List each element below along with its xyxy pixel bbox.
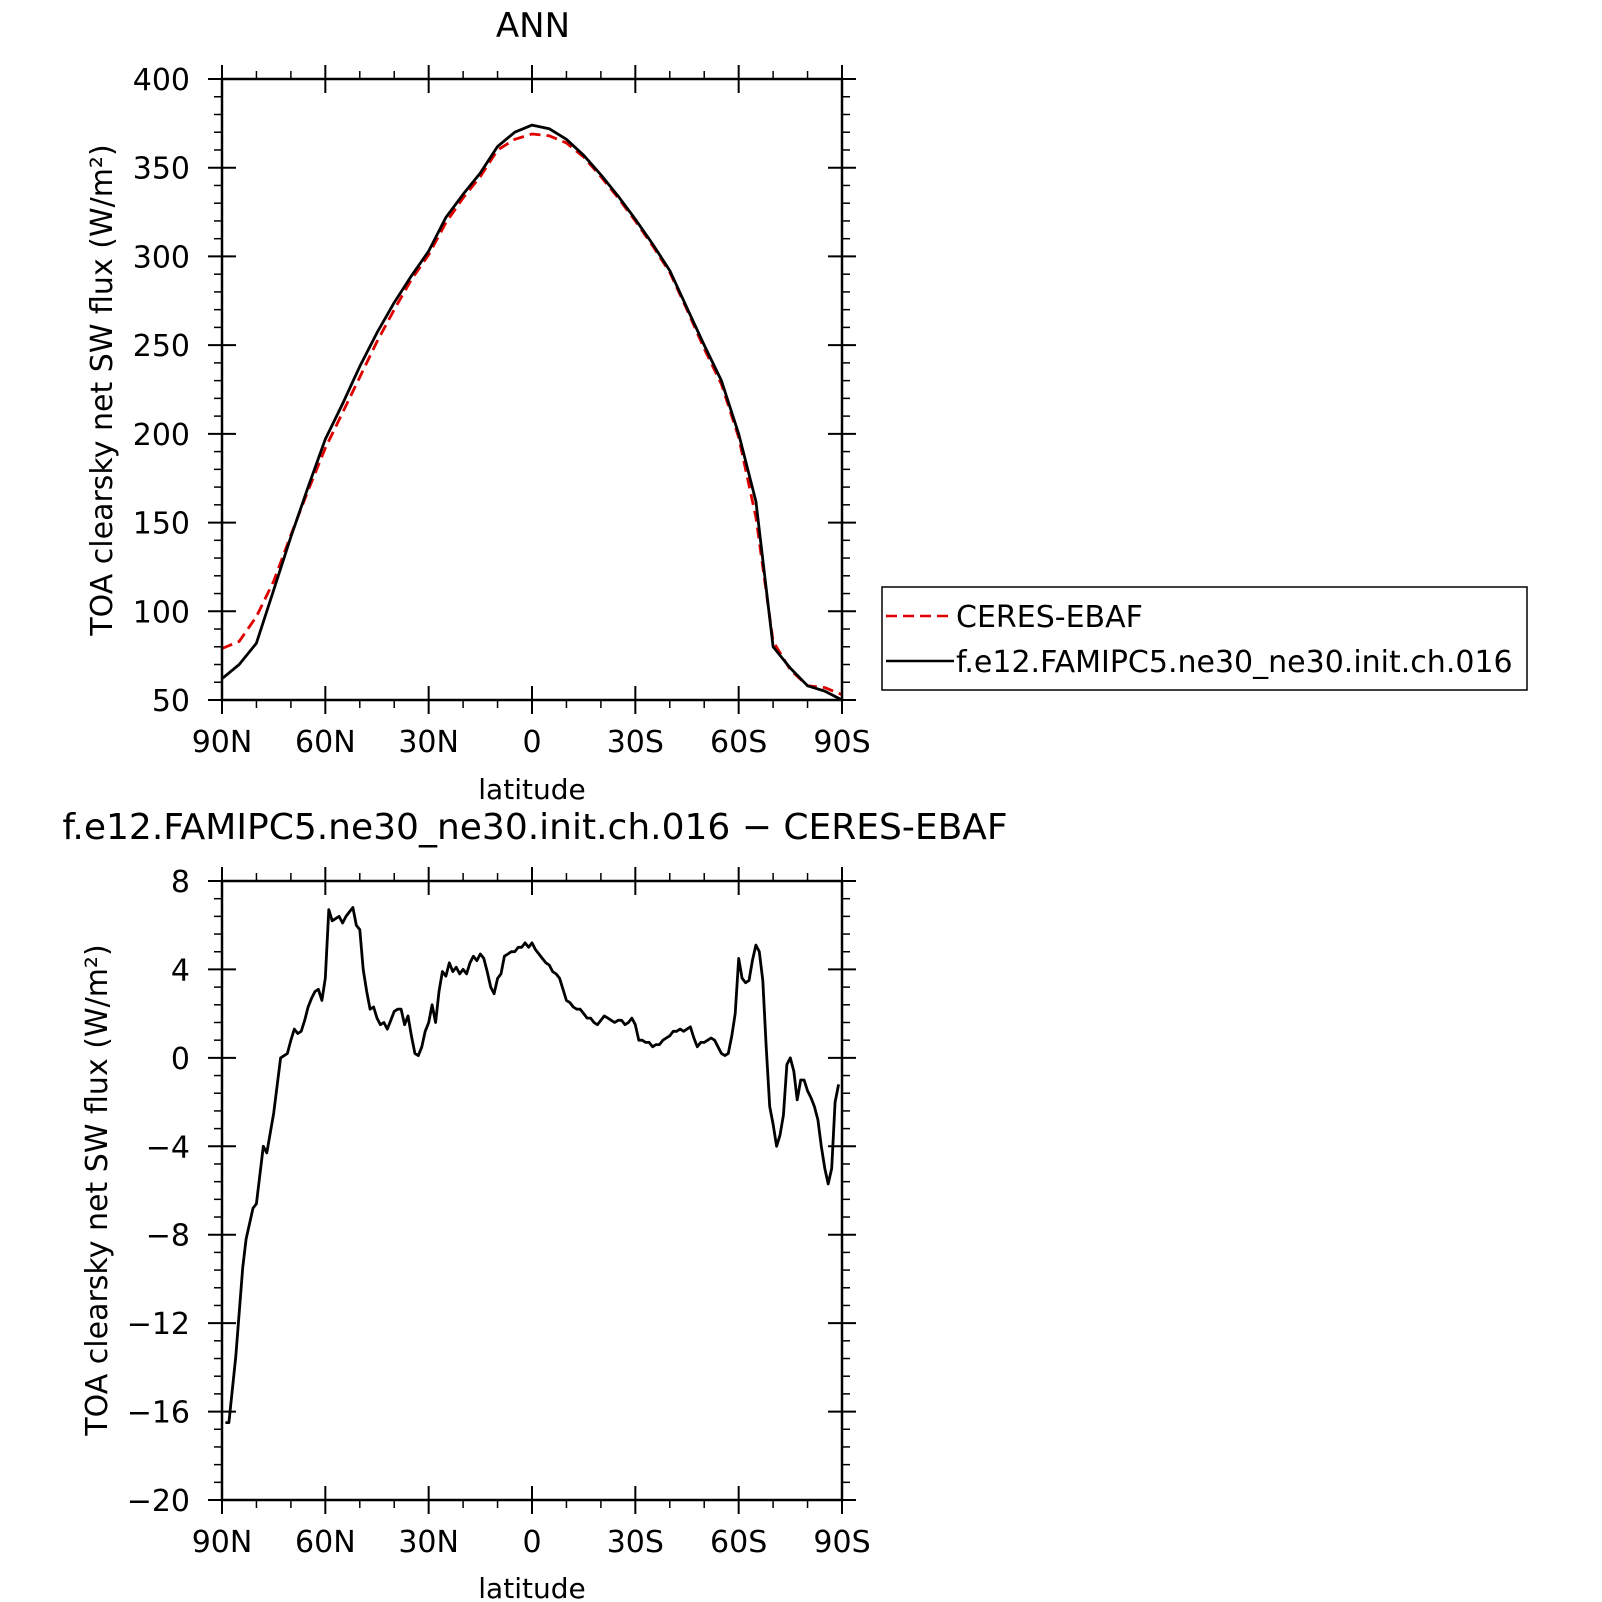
bottom-x-tick-label: 30S [607, 1525, 664, 1560]
bottom-y-tick-label: −16 [127, 1396, 190, 1431]
top-chart-title: ANN [496, 6, 570, 46]
top-series-lines [221, 123, 843, 702]
bottom-y-tick-label: 4 [171, 953, 190, 988]
legend-label-model: f.e12.FAMIPC5.ne30_ne30.init.ch.016 [956, 645, 1513, 680]
top-x-tick-label: 60N [295, 725, 356, 760]
top-axes: 50 100 150 200 250 300 350 400 90N 60N 30N 0 30S 60S 9… [133, 63, 871, 760]
top-y-tick-label: 100 [133, 595, 190, 630]
bottom-axes: −20 −16 −12 −8 −4 0 4 8 90N 60N 30N 0 30S 60S 90S [127, 865, 871, 1560]
legend: CERES-EBAF f.e12.FAMIPC5.ne30_ne30.init.… [881, 586, 1528, 691]
top-y-tick-label: 350 [133, 152, 190, 187]
top-y-tick-label: 250 [133, 329, 190, 364]
top-y-tick-label: 300 [133, 240, 190, 275]
bottom-y-tick-label: −4 [146, 1130, 190, 1165]
bottom-x-tick-label: 0 [522, 1525, 541, 1560]
top-y-axis-label: TOA clearsky net SW flux (W/m²) [85, 144, 120, 636]
top-series-line-0 [221, 132, 843, 696]
legend-box [881, 586, 1528, 691]
bottom-series-lines [225, 906, 840, 1424]
top-x-tick-label: 90N [192, 725, 253, 760]
top-x-tick-label: 90S [813, 725, 870, 760]
top-plot-frame [220, 77, 844, 702]
bottom-y-tick-label: 0 [171, 1042, 190, 1077]
top-y-tick-label: 400 [133, 63, 190, 98]
top-x-tick-label: 0 [522, 725, 541, 760]
bottom-x-tick-label: 60N [295, 1525, 356, 1560]
top-x-tick-label: 30N [398, 725, 459, 760]
bottom-y-tick-label: −12 [127, 1307, 190, 1342]
bottom-x-axis-label: latitude [478, 1572, 585, 1602]
top-y-tick-label: 200 [133, 418, 190, 453]
top-y-tick-label: 50 [152, 684, 190, 719]
top-y-tick-label: 150 [133, 507, 190, 542]
top-x-axis-label: latitude [478, 773, 585, 806]
bottom-plot-frame [220, 879, 844, 1502]
top-x-tick-label: 30S [607, 725, 664, 760]
legend-label-ceres: CERES-EBAF [956, 600, 1143, 635]
bottom-x-tick-label: 90S [813, 1525, 870, 1560]
top-series-line-1 [221, 123, 843, 702]
bottom-y-axis-label: TOA clearsky net SW flux (W/m²) [80, 944, 115, 1436]
bottom-y-tick-label: 8 [171, 865, 190, 900]
bottom-panel: f.e12.FAMIPC5.ne30_ne30.init.ch.016 − CE… [62, 807, 1007, 1602]
bottom-x-tick-label: 30N [398, 1525, 459, 1560]
bottom-series-line-0 [225, 906, 840, 1424]
bottom-y-tick-label: −20 [127, 1484, 190, 1519]
top-panel: ANN 50 100 150 200 250 300 350 400 90N 60N 30N 0 30S… [85, 6, 871, 806]
bottom-x-tick-label: 90N [192, 1525, 253, 1560]
bottom-chart-title: f.e12.FAMIPC5.ne30_ne30.init.ch.016 − CE… [62, 807, 1007, 848]
bottom-x-tick-label: 60S [710, 1525, 767, 1560]
top-x-tick-label: 60S [710, 725, 767, 760]
bottom-y-tick-label: −8 [146, 1219, 190, 1254]
